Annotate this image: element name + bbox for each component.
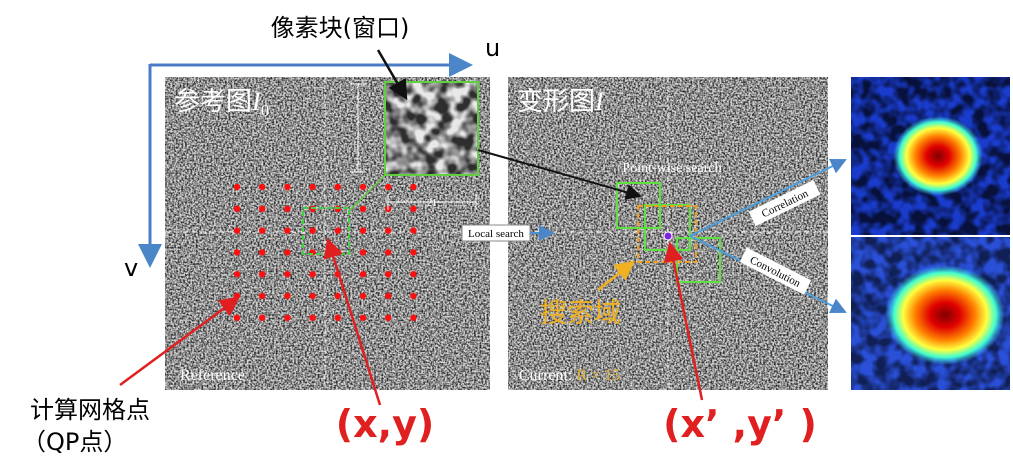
qp-dot — [360, 249, 366, 255]
qp-dot — [360, 315, 366, 321]
grid-label: 计算网格点 — [30, 396, 150, 424]
qp-dot — [259, 271, 265, 277]
qp-dot — [309, 184, 315, 190]
dim-width: 21 — [427, 198, 437, 209]
qp-dot — [309, 293, 315, 299]
qp-dot — [309, 271, 315, 277]
qp-dot — [410, 315, 416, 321]
qp-dot — [234, 184, 240, 190]
qp-dot — [234, 227, 240, 233]
qp-dot — [234, 206, 240, 212]
qp-dot — [385, 271, 391, 277]
qp-dot — [284, 184, 290, 190]
qp-dot — [410, 249, 416, 255]
reference-caption: Reference — [180, 367, 245, 384]
axis-v: v — [124, 254, 138, 282]
qp-dot — [234, 315, 240, 321]
point-cur-label: (x’ ,y’ ) — [663, 402, 817, 446]
qp-dot — [259, 184, 265, 190]
point — [664, 232, 672, 240]
axis-u: u — [485, 34, 500, 62]
qp-dot — [284, 293, 290, 299]
qp-dot — [360, 293, 366, 299]
qp-dot — [234, 249, 240, 255]
qp-dot — [410, 184, 416, 190]
qp-dot — [284, 271, 290, 277]
qp-dot — [360, 271, 366, 277]
pointwise-label: Point-wise search — [622, 161, 721, 176]
qp-dot — [385, 184, 391, 190]
current-title: 变形图I — [517, 87, 605, 117]
window-label: 像素块(窗口) — [271, 14, 410, 42]
qp-dot — [410, 206, 416, 212]
qp-dot — [335, 293, 341, 299]
qp-dot — [259, 206, 265, 212]
reference-title: 参考图I0 — [174, 87, 269, 120]
qp-dot — [360, 227, 366, 233]
qp-dot — [385, 227, 391, 233]
qp-dot — [385, 293, 391, 299]
qp-dot — [259, 227, 265, 233]
dim-height: 21 — [353, 124, 363, 135]
grid-label: （QP点） — [22, 428, 127, 456]
qp-dot — [360, 184, 366, 190]
qp-dot — [259, 293, 265, 299]
heatmap-correlation — [851, 77, 1010, 235]
qp-dot — [410, 271, 416, 277]
qp-dot — [284, 315, 290, 321]
qp-dot — [360, 206, 366, 212]
qp-dot — [410, 227, 416, 233]
diagram: 21 21 u v 像素块(窗口) 参考图I0 变形图I Reference C… — [0, 0, 1013, 459]
qp-dot — [410, 293, 416, 299]
qp-dot — [259, 249, 265, 255]
qp-dot — [335, 227, 341, 233]
qp-dot — [335, 315, 341, 321]
qp-dot — [385, 315, 391, 321]
qp-dot — [309, 227, 315, 233]
qp-dot — [284, 227, 290, 233]
heatmap-convolution — [851, 237, 1010, 390]
qp-dot — [234, 271, 240, 277]
local-search-label: Local search — [468, 228, 524, 240]
qp-dot — [284, 206, 290, 212]
qp-dot — [284, 249, 290, 255]
qp-dot — [259, 315, 265, 321]
point-ref-label: (x,y) — [336, 402, 434, 446]
current-caption: Current: R = 15 — [519, 367, 620, 384]
qp-dot — [385, 249, 391, 255]
qp-dot — [335, 184, 341, 190]
search-region-label: 搜索域 — [540, 298, 621, 329]
qp-dot — [309, 315, 315, 321]
